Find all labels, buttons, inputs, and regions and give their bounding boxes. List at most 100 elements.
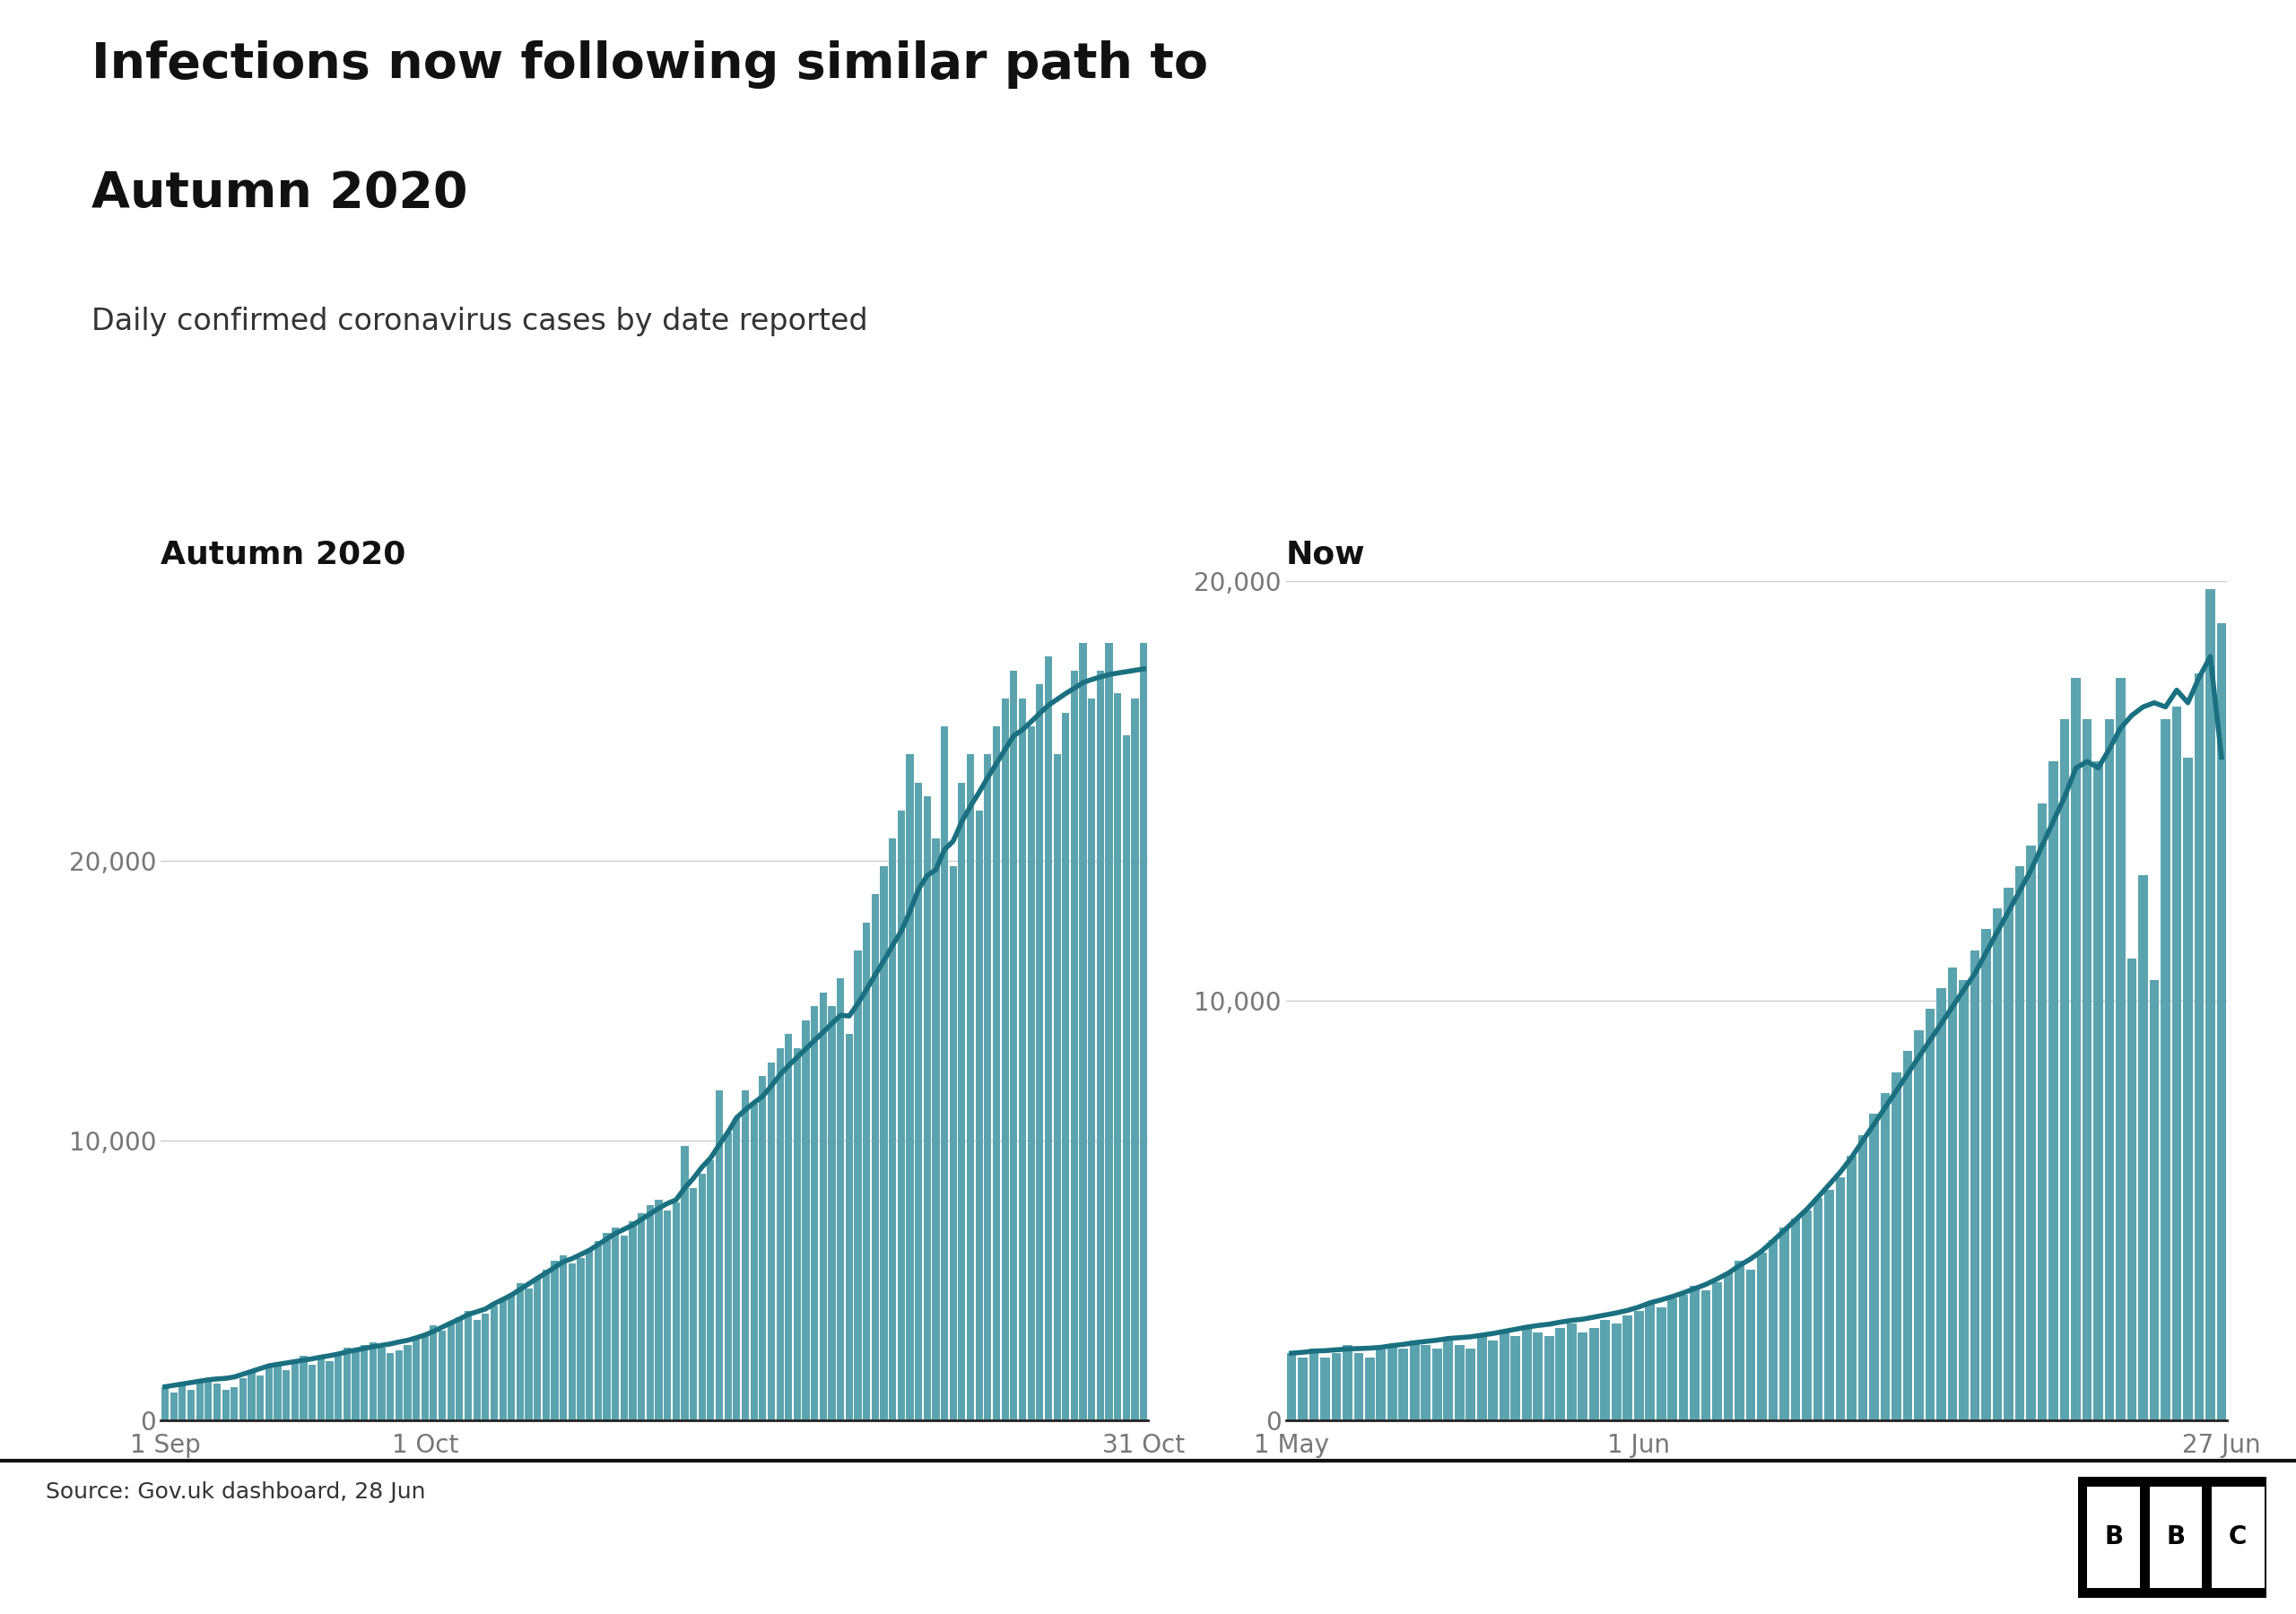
- Bar: [707, 1160, 714, 1420]
- Bar: [317, 1359, 324, 1420]
- Bar: [585, 1249, 592, 1420]
- Bar: [820, 993, 827, 1420]
- Bar: [188, 1390, 195, 1420]
- Bar: [2172, 707, 2181, 1420]
- Bar: [907, 754, 914, 1420]
- Bar: [257, 1375, 264, 1420]
- Bar: [448, 1322, 455, 1420]
- Bar: [836, 978, 845, 1420]
- Bar: [301, 1356, 308, 1420]
- Bar: [1903, 1051, 1913, 1420]
- Bar: [308, 1364, 317, 1420]
- Bar: [889, 838, 895, 1420]
- Bar: [370, 1341, 377, 1420]
- Bar: [379, 1348, 386, 1420]
- Bar: [1104, 642, 1114, 1420]
- Bar: [941, 726, 948, 1420]
- Bar: [1132, 699, 1139, 1420]
- Bar: [464, 1311, 473, 1420]
- Bar: [654, 1199, 661, 1420]
- Bar: [2216, 623, 2227, 1420]
- Text: Infections now following similar path to: Infections now following similar path to: [92, 40, 1208, 89]
- Bar: [1421, 1344, 1430, 1420]
- Bar: [170, 1393, 177, 1420]
- Bar: [1791, 1219, 1800, 1420]
- Bar: [457, 1317, 464, 1420]
- Bar: [611, 1227, 620, 1420]
- Bar: [195, 1382, 204, 1420]
- Bar: [1635, 1311, 1644, 1420]
- Bar: [1623, 1315, 1632, 1420]
- Bar: [1678, 1294, 1688, 1420]
- Bar: [723, 1131, 732, 1420]
- Bar: [1320, 1357, 1329, 1420]
- Bar: [2004, 888, 2014, 1420]
- Bar: [2105, 720, 2115, 1420]
- Bar: [1736, 1261, 1745, 1420]
- Bar: [776, 1047, 783, 1420]
- Bar: [1433, 1349, 1442, 1420]
- Bar: [1745, 1269, 1756, 1420]
- Bar: [751, 1104, 758, 1420]
- Bar: [1768, 1240, 1777, 1420]
- Bar: [1981, 930, 1991, 1420]
- Bar: [2087, 1486, 2140, 1588]
- Bar: [576, 1257, 585, 1420]
- Bar: [845, 1035, 852, 1420]
- Bar: [1892, 1072, 1901, 1420]
- Bar: [1410, 1341, 1419, 1420]
- Text: Now: Now: [1286, 539, 1366, 570]
- Bar: [2016, 867, 2025, 1420]
- Bar: [767, 1062, 776, 1420]
- Bar: [482, 1314, 489, 1420]
- Bar: [794, 1047, 801, 1420]
- Bar: [1600, 1320, 1609, 1420]
- Bar: [1589, 1328, 1598, 1420]
- Bar: [2211, 1486, 2264, 1588]
- Bar: [967, 754, 974, 1420]
- Bar: [1947, 967, 1956, 1420]
- Bar: [1045, 657, 1052, 1420]
- Bar: [1054, 754, 1061, 1420]
- Bar: [282, 1370, 289, 1420]
- Bar: [1332, 1353, 1341, 1420]
- Bar: [351, 1351, 358, 1420]
- Bar: [526, 1290, 533, 1420]
- Bar: [1926, 1009, 1936, 1420]
- Bar: [1837, 1177, 1846, 1420]
- Bar: [1001, 699, 1008, 1420]
- Bar: [1779, 1227, 1789, 1420]
- Text: B: B: [2167, 1525, 2186, 1549]
- Bar: [273, 1364, 282, 1420]
- Bar: [1123, 734, 1130, 1420]
- Bar: [595, 1241, 602, 1420]
- Bar: [1846, 1156, 1857, 1420]
- Bar: [1488, 1341, 1497, 1420]
- Bar: [1646, 1302, 1655, 1420]
- Bar: [1010, 670, 1017, 1420]
- Bar: [439, 1332, 445, 1420]
- Bar: [810, 1006, 817, 1420]
- Bar: [542, 1269, 549, 1420]
- Bar: [1993, 909, 2002, 1420]
- Bar: [386, 1353, 395, 1420]
- Bar: [2117, 678, 2126, 1420]
- Bar: [2195, 673, 2204, 1420]
- Bar: [326, 1362, 333, 1420]
- Bar: [1019, 699, 1026, 1420]
- Bar: [1701, 1290, 1711, 1420]
- Bar: [1880, 1093, 1890, 1420]
- Bar: [620, 1236, 627, 1420]
- Bar: [932, 838, 939, 1420]
- Bar: [2060, 720, 2069, 1420]
- Bar: [214, 1383, 220, 1420]
- Bar: [951, 867, 957, 1420]
- Bar: [1286, 1353, 1297, 1420]
- Bar: [204, 1378, 211, 1420]
- Bar: [498, 1299, 507, 1420]
- Bar: [560, 1256, 567, 1420]
- Bar: [1869, 1114, 1878, 1420]
- Bar: [569, 1264, 576, 1420]
- Text: B: B: [2103, 1525, 2124, 1549]
- Bar: [1511, 1336, 1520, 1420]
